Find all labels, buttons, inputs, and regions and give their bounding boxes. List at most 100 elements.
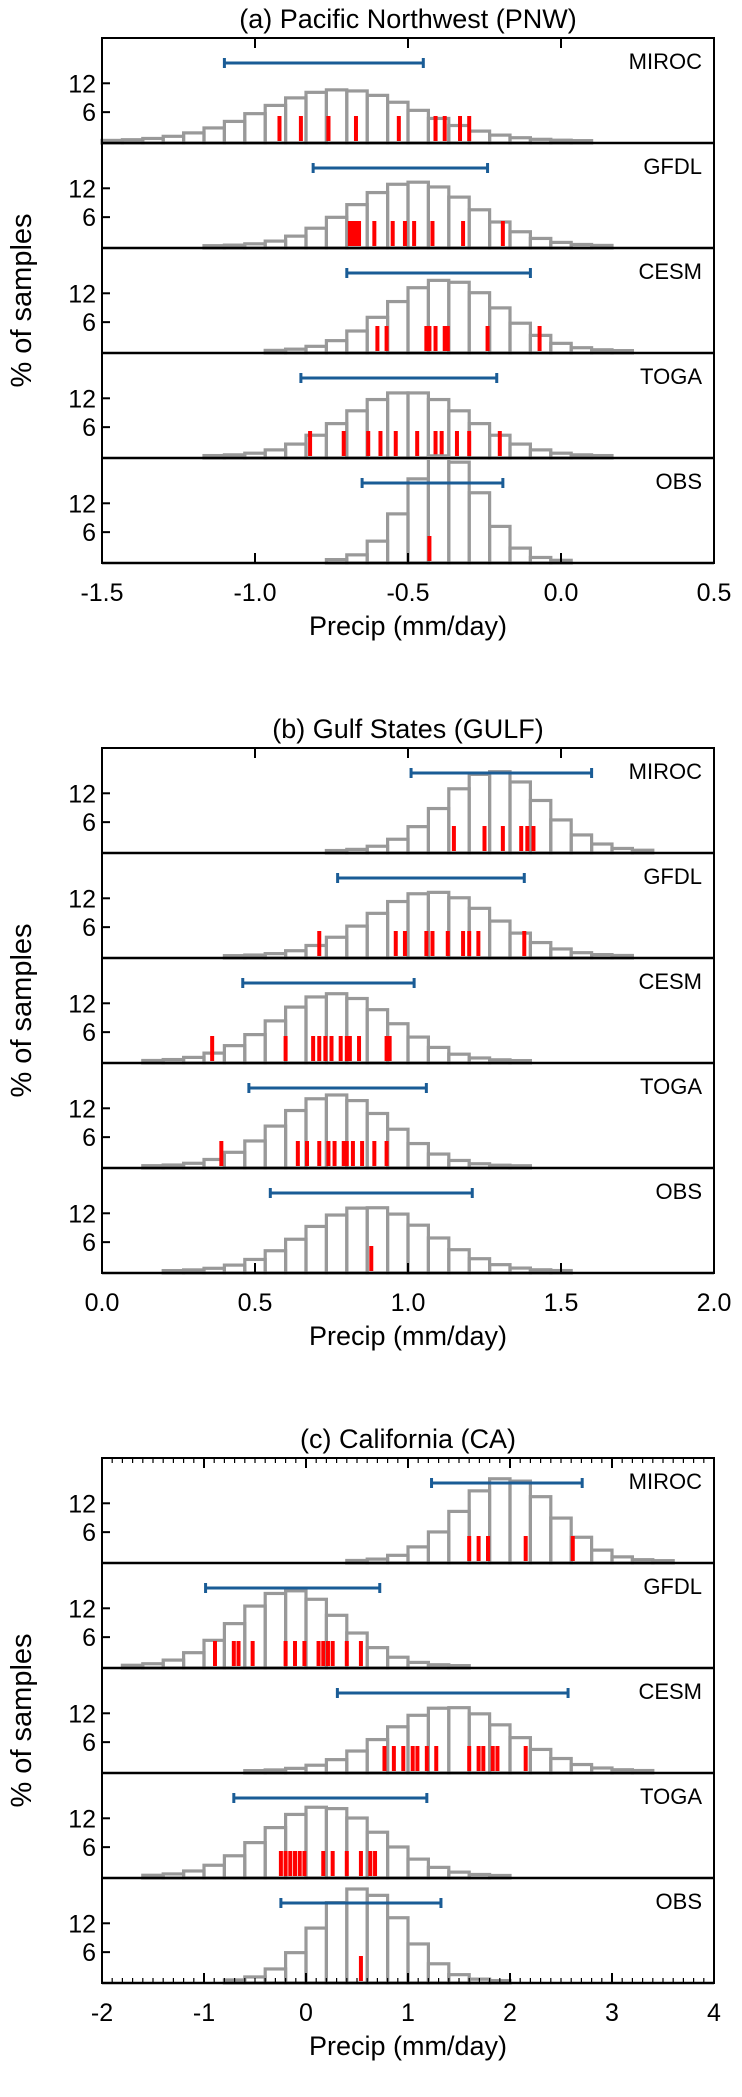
panel-gfdl: GFDL 612 [68, 1562, 714, 1670]
histogram-bar [386, 1127, 410, 1170]
chart-title: (a) Pacific Northwest (PNW) [239, 4, 577, 34]
histogram-bar [324, 1758, 349, 1775]
histogram-bar [284, 1108, 308, 1170]
histogram-bar [345, 329, 369, 355]
histogram-bar [386, 1916, 410, 1985]
histogram-bar [202, 1051, 226, 1065]
model-label: GFDL [643, 1574, 702, 1599]
chart-title: (b) Gulf States (GULF) [272, 714, 544, 744]
x-tick-label: 2.0 [697, 1289, 732, 1317]
chart-figure-1: (a) Pacific Northwest (PNW)MIROC612GFDL6… [6, 4, 731, 641]
y-tick-label: 12 [68, 280, 96, 308]
histogram-bar [243, 112, 267, 145]
panel-toga: TOGA 612 [68, 1772, 714, 1880]
histogram-bar [365, 539, 390, 565]
y-tick-label: 6 [82, 1834, 96, 1862]
histogram-bar [467, 422, 492, 460]
panel-miroc: MIROC 612 [68, 759, 714, 855]
x-tick-label: -2 [91, 1999, 113, 2027]
histogram-bar [447, 280, 471, 355]
histogram-bar [426, 397, 451, 460]
y-tick-label: 12 [68, 990, 96, 1018]
histogram-bar [447, 1706, 471, 1775]
histogram-bar [222, 119, 247, 145]
histogram-bar [202, 126, 226, 145]
y-tick-label: 12 [68, 490, 96, 518]
histogram-bar [447, 460, 471, 565]
y-tick-label: 6 [82, 1124, 96, 1152]
x-tick-label: -1.0 [233, 579, 276, 607]
histogram-bar [345, 1749, 369, 1775]
histogram-bar [467, 1257, 492, 1275]
histogram-bar [508, 321, 532, 355]
histogram-bar [222, 1044, 247, 1065]
y-tick-label: 12 [68, 385, 96, 413]
histogram-bar [345, 409, 369, 460]
histogram-bar [447, 896, 471, 960]
histogram-bar [426, 1045, 451, 1065]
x-tick-label: 0.0 [544, 579, 579, 607]
histogram-bar [202, 1863, 226, 1880]
y-tick-label: 12 [68, 780, 96, 808]
histogram-bar [345, 1816, 369, 1880]
panel-obs: OBS 612 [68, 1167, 714, 1275]
y-tick-label: 6 [82, 1729, 96, 1757]
histogram-bar [284, 1005, 308, 1065]
model-label: CESM [638, 969, 702, 994]
y-tick-label: 6 [82, 914, 96, 942]
y-tick-label: 6 [82, 1519, 96, 1547]
histogram-bar [324, 1901, 349, 1985]
histogram-bar [304, 1097, 328, 1170]
histogram-bar [263, 1019, 288, 1065]
histogram-bar [426, 806, 451, 855]
histogram-bar [243, 1841, 267, 1880]
histogram-bar [345, 1206, 369, 1275]
histogram-bar [345, 1631, 369, 1670]
histogram-bar [263, 1249, 288, 1275]
histogram-bar [508, 442, 532, 460]
chart-title: (c) California (CA) [300, 1424, 516, 1454]
x-tick-label: 2 [503, 1999, 517, 2027]
histogram-bar [569, 833, 594, 855]
histogram-bar [406, 1545, 430, 1565]
y-tick-label: 12 [68, 1910, 96, 1938]
histogram-bar [243, 1139, 267, 1170]
panel-miroc: MIROC 612 [68, 1469, 714, 1565]
histogram-bar [488, 306, 512, 355]
model-label: GFDL [643, 864, 702, 889]
x-tick-label: 3 [605, 1999, 619, 2027]
panel-obs: OBS 612 [68, 1877, 714, 1985]
x-axis-label: Precip (mm/day) [309, 611, 507, 641]
y-tick-label: 6 [82, 809, 96, 837]
histogram-bar [508, 931, 532, 960]
histogram-bar [304, 995, 328, 1065]
histogram-bar [182, 1651, 206, 1670]
histogram-bar [304, 943, 328, 960]
model-label: OBS [656, 469, 702, 494]
histogram-bar [447, 409, 471, 460]
panel-toga: TOGA 612 [68, 352, 714, 460]
y-tick-label: 6 [82, 204, 96, 232]
panel-toga: TOGA 612 [68, 1062, 714, 1170]
histogram-bar [324, 215, 349, 250]
y-tick-label: 12 [68, 885, 96, 913]
chart-figure-2: (b) Gulf States (GULF)MIROC612GFDL612CES… [6, 714, 731, 1351]
y-axis-label: % of samples [6, 923, 38, 1097]
histogram-bar [549, 341, 573, 355]
chart-figure-3: (c) California (CA)MIROC612GFDL612CESM61… [6, 1424, 721, 2061]
y-tick-label: 12 [68, 175, 96, 203]
y-tick-label: 6 [82, 414, 96, 442]
histogram-bar [549, 818, 573, 855]
histogram-bar [386, 391, 410, 460]
model-label: TOGA [640, 1784, 702, 1809]
model-label: OBS [656, 1179, 702, 1204]
histogram-bar [324, 1807, 349, 1880]
panel-cesm: CESM 612 [68, 957, 714, 1065]
histogram-bar [386, 837, 410, 855]
model-label: MIROC [629, 759, 702, 784]
histogram-bar [549, 1516, 573, 1565]
histogram-bar [528, 236, 553, 250]
histogram-bar [263, 1591, 288, 1670]
y-tick-label: 6 [82, 1229, 96, 1257]
